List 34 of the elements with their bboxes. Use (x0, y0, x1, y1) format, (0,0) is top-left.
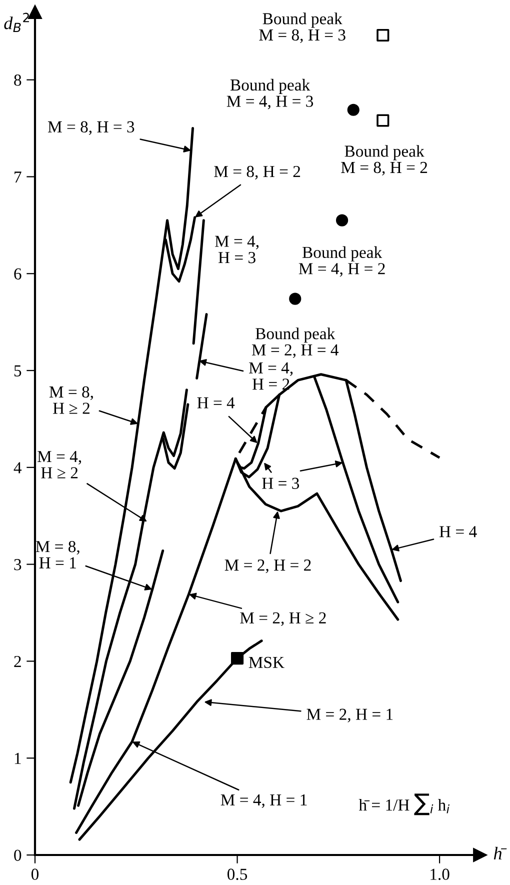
x-axis-title: h̄ (494, 846, 507, 860)
annotation: Bound peak M = 8, H = 2 (341, 145, 428, 176)
annotation: M = 8, H = 3 (48, 121, 134, 135)
annotation: M = 8, H ≥ 2 (49, 386, 93, 414)
annotation: H = 4 (197, 397, 235, 408)
x-tick-label: 1.0 (430, 868, 450, 880)
annotation: H = 3 (262, 478, 300, 489)
annotation: M = 8, H = 2 (214, 166, 300, 180)
annotation: Bound peak M = 4, H = 2 (298, 246, 385, 277)
y-tick-label: 5 (14, 365, 22, 376)
annotation: M = 4, H = 3 (214, 236, 259, 264)
annotation: MSK (248, 656, 284, 668)
y-tick-label: 0 (14, 850, 22, 861)
annotation: M = 2, H ≥ 2 (240, 612, 326, 626)
x-tick-label: 0 (31, 868, 39, 880)
annotation: Bound peak M = 8, H = 3 (259, 12, 346, 44)
annotation: M = 2, H = 2 (224, 560, 311, 574)
y-tick-label: 6 (14, 268, 22, 280)
y-axis-title: d$_{B}$$^{2}$ (4, 12, 29, 32)
annotation: M = 2, H = 1 (306, 708, 393, 722)
annotation: Bound peak M = 4, H = 3 (226, 78, 314, 110)
y-tick-label: 7 (14, 172, 22, 183)
y-tick-label: 1 (14, 752, 21, 764)
annotation: M = 4, H ≥ 2 (38, 451, 82, 478)
annotation: h̄ = 1/H ∑$_{i}$ h$_{i}$ (358, 794, 450, 816)
annotation: Bound peak M = 2, H = 4 (252, 328, 339, 358)
annotation: H = 4 (440, 526, 477, 538)
annotation: M = 4, H = 1 (220, 794, 307, 808)
x-tick-label: 0.5 (227, 868, 248, 880)
y-tick-label: 2 (14, 656, 21, 667)
y-tick-label: 3 (14, 559, 22, 570)
y-tick-label: 4 (14, 462, 22, 474)
annotation: M = 8, H = 1 (36, 540, 80, 568)
y-tick-label: 8 (14, 74, 22, 86)
